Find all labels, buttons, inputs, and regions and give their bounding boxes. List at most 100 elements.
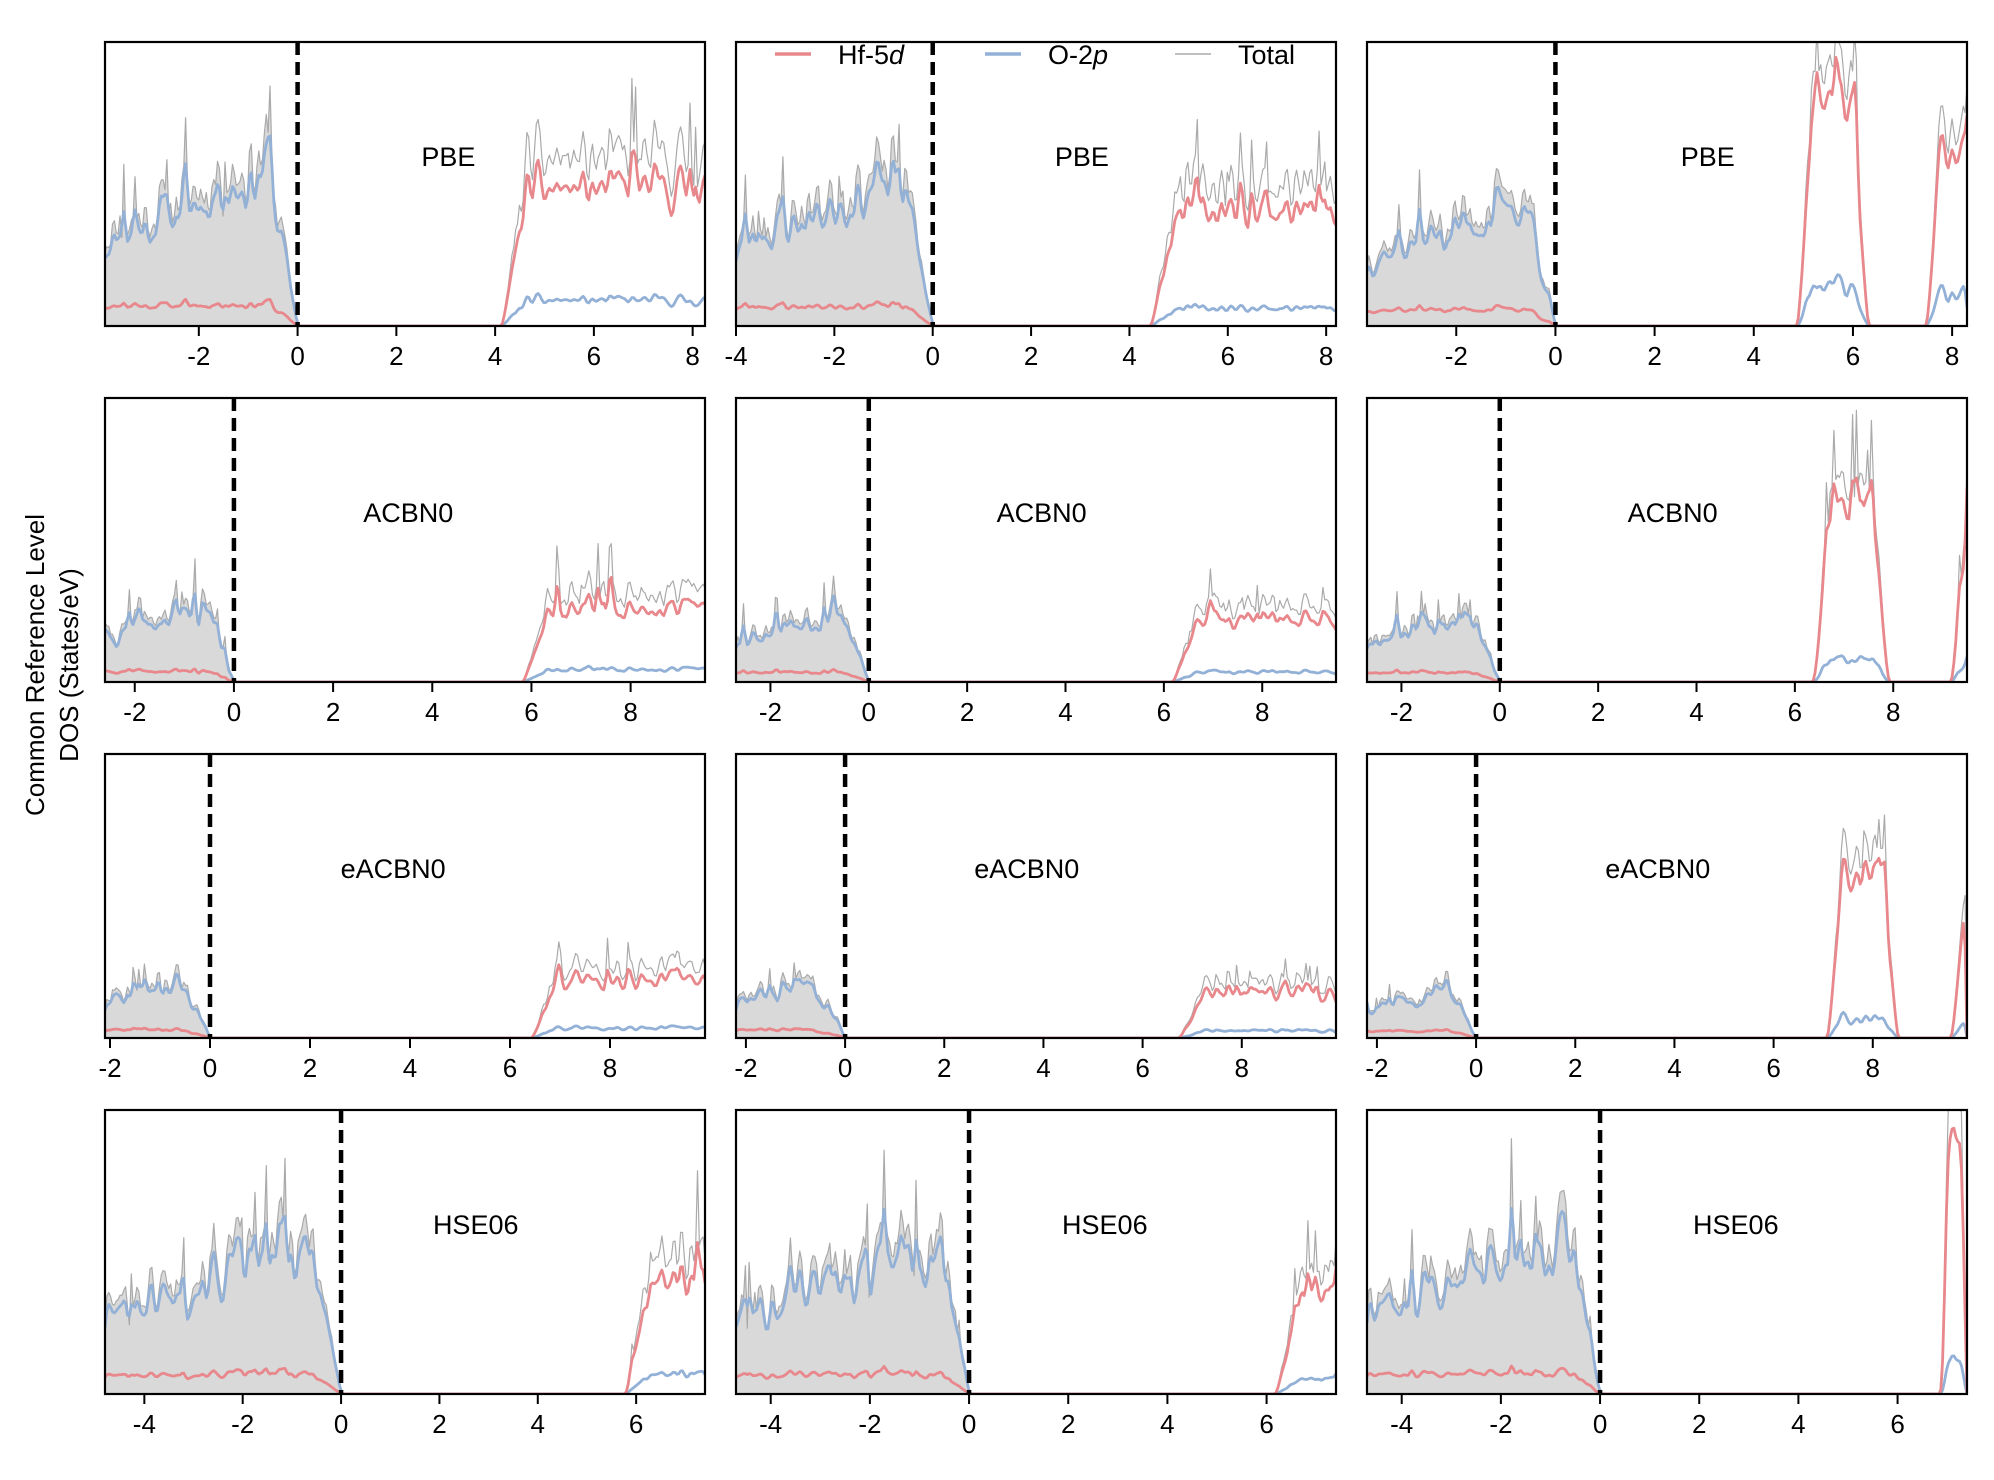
x-tick-label: 8 (603, 1053, 617, 1083)
panel-frame (1365, 40, 1969, 328)
total-fill-area (736, 124, 933, 326)
hf-5d-dos-line (736, 176, 1336, 326)
panel-3-0: -4 -2 0 2 4 6 HSE06 (103, 1108, 707, 1439)
x-tick-label: -2 (1365, 1053, 1388, 1083)
x-tick-label: 6 (1846, 341, 1860, 371)
x-tick-label: -2 (734, 1053, 757, 1083)
x-tick-label: 2 (1591, 697, 1605, 727)
x-tick-label: 6 (1788, 697, 1802, 727)
x-tick-label: 4 (1689, 697, 1703, 727)
x-tick-label: 6 (629, 1409, 643, 1439)
figure-ylabel-line2: DOS (States/eV) (54, 568, 84, 762)
x-tick-label: -2 (98, 1053, 121, 1083)
x-tick-label: 2 (1692, 1409, 1706, 1439)
total-dos-line (1367, 1110, 1967, 1394)
hf-5d-dos-line (105, 149, 705, 326)
total-fill-area (736, 962, 846, 1038)
legend-item: Hf-5d (775, 40, 905, 70)
total-fill-area (1367, 168, 1556, 326)
x-tick-label: -2 (759, 697, 782, 727)
x-tick-label: 0 (290, 341, 304, 371)
x-tick-label: 0 (1493, 697, 1507, 727)
x-tick-label: 4 (1122, 341, 1136, 371)
x-tick-label: 6 (524, 697, 538, 727)
panel-frame (103, 752, 707, 1040)
legend-label-italic: d (889, 40, 905, 70)
total-dos-line (1367, 409, 1967, 682)
legend-label-main: Total (1238, 40, 1295, 70)
method-label: PBE (421, 142, 475, 172)
x-tick-label: -2 (823, 341, 846, 371)
hf-5d-dos-line (736, 599, 1336, 682)
panel-frame (1365, 752, 1969, 1040)
method-label: eACBN0 (1605, 854, 1710, 884)
x-tick-label: 6 (587, 341, 601, 371)
method-label: ACBN0 (363, 498, 453, 528)
total-dos-line (105, 1157, 705, 1394)
x-tick-label: 8 (685, 341, 699, 371)
x-tick-label: 2 (303, 1053, 317, 1083)
o-2p-dos-line (736, 594, 1336, 682)
legend-label-main: Hf-5 (838, 40, 889, 70)
x-tick-label: 2 (1024, 341, 1038, 371)
x-tick-label: -4 (724, 341, 747, 371)
x-tick-label: -2 (123, 697, 146, 727)
panel-0-1: -4 -2 0 2 4 6 8 PBE (724, 40, 1338, 371)
panel-3-2: -4 -2 0 2 4 6 HSE06 (1365, 1108, 1969, 1439)
hf-5d-dos-line (1367, 1126, 1967, 1394)
x-tick-label: 6 (1766, 1053, 1780, 1083)
panel-1-0: -2 0 2 4 6 8 ACBN0 (103, 396, 707, 727)
legend-label: O-2p (1048, 40, 1108, 70)
x-tick-label: 8 (1255, 697, 1269, 727)
x-tick-label: -4 (759, 1409, 782, 1439)
x-tick-label: 0 (862, 697, 876, 727)
panel-3-1: -4 -2 0 2 4 6 HSE06 (734, 1108, 1338, 1439)
legend-label: Total (1238, 40, 1295, 70)
x-tick-label: 8 (1319, 341, 1333, 371)
method-label: HSE06 (1693, 1210, 1779, 1240)
hf-5d-dos-line (105, 575, 705, 682)
x-tick-label: 0 (962, 1409, 976, 1439)
x-tick-label: 6 (1135, 1053, 1149, 1083)
x-tick-label: -4 (133, 1409, 156, 1439)
total-dos-line (736, 1149, 1336, 1394)
x-tick-label: 0 (925, 341, 939, 371)
x-tick-label: 4 (1058, 697, 1072, 727)
x-tick-label: 4 (1791, 1409, 1805, 1439)
total-dos-line (105, 543, 705, 682)
x-tick-label: -4 (1390, 1409, 1413, 1439)
legend-item: Total (1175, 40, 1295, 70)
x-tick-label: 0 (1593, 1409, 1607, 1439)
hf-5d-dos-line (1367, 476, 1967, 682)
x-tick-label: 4 (425, 697, 439, 727)
hf-5d-dos-line (736, 979, 1336, 1038)
x-tick-label: 4 (1160, 1409, 1174, 1439)
x-tick-label: 2 (960, 697, 974, 727)
o-2p-dos-line (1367, 610, 1967, 682)
total-dos-line (736, 958, 1336, 1038)
x-tick-label: 6 (1259, 1409, 1273, 1439)
method-label: HSE06 (433, 1210, 519, 1240)
legend-item: O-2p (985, 40, 1108, 70)
panel-frame (103, 40, 707, 328)
x-tick-label: 4 (531, 1409, 545, 1439)
x-tick-label: 6 (1890, 1409, 1904, 1439)
x-tick-label: 8 (1866, 1053, 1880, 1083)
x-tick-label: -2 (1390, 697, 1413, 727)
hf-5d-dos-line (1367, 55, 1967, 326)
figure-ylabel-line1: Common Reference Level (20, 514, 50, 816)
method-label: PBE (1681, 142, 1735, 172)
o-2p-dos-line (736, 977, 1336, 1038)
panel-frame (1365, 1108, 1969, 1396)
panel-2-0: -2 0 2 4 6 8 eACBN0 (98, 752, 707, 1083)
x-tick-label: -2 (1445, 341, 1468, 371)
x-tick-label: 4 (403, 1053, 417, 1083)
panel-2-2: -2 0 2 4 6 8 eACBN0 (1365, 752, 1969, 1083)
x-tick-label: 0 (1469, 1053, 1483, 1083)
x-tick-label: 4 (1036, 1053, 1050, 1083)
legend-label-main: O-2 (1048, 40, 1093, 70)
panels-group: -2 0 2 4 6 8 PBE -4 -2 0 2 4 6 8 PBE -2 0 2 4 6 8 PBE -2 0 2 4 6 8 A… (98, 40, 1969, 1439)
panel-2-1: -2 0 2 4 6 8 eACBN0 (734, 752, 1338, 1083)
x-tick-label: -2 (231, 1409, 254, 1439)
panel-0-2: -2 0 2 4 6 8 PBE (1365, 40, 1969, 371)
